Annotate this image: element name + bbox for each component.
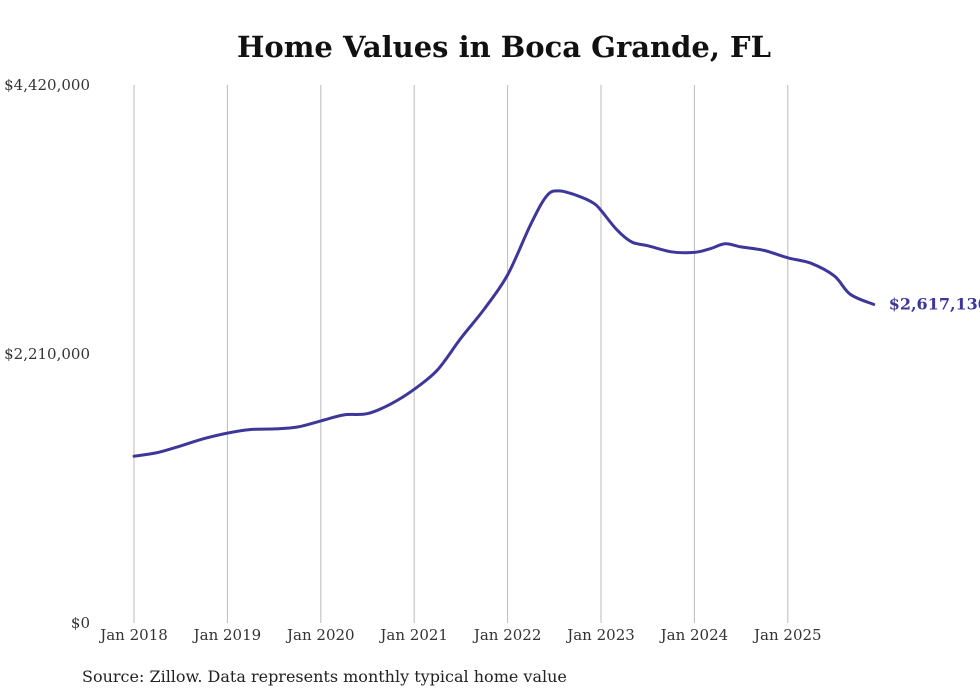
- chart-title: Home Values in Boca Grande, FL: [237, 30, 771, 64]
- x-tick-label: Jan 2025: [752, 626, 822, 644]
- x-tick-label: Jan 2020: [285, 626, 355, 644]
- gridlines: [133, 85, 789, 623]
- x-tick-label: Jan 2022: [472, 626, 542, 644]
- x-tick-label: Jan 2024: [659, 626, 729, 644]
- x-tick-label: Jan 2018: [98, 626, 168, 644]
- x-tick-label: Jan 2023: [565, 626, 635, 644]
- series-line-home-value: [132, 189, 876, 458]
- source-note: Source: Zillow. Data represents monthly …: [82, 667, 567, 686]
- x-axis-ticks: Jan 2018 Jan 2019 Jan 2020 Jan 2021 Jan 2022…: [98, 626, 821, 644]
- y-axis-ticks: $4,420,000 $2,210,000 $0: [4, 76, 90, 632]
- y-tick-label: $2,210,000: [4, 345, 90, 363]
- series-layer: [132, 189, 876, 458]
- end-label-layer: $2,617,130: [889, 294, 980, 313]
- x-tick-label: Jan 2019: [192, 626, 262, 644]
- x-tick-label: Jan 2021: [378, 626, 448, 644]
- y-tick-label: $4,420,000: [4, 76, 90, 94]
- end-value-label: $2,617,130: [889, 294, 980, 313]
- y-tick-label: $0: [71, 614, 90, 632]
- chart-plot: $4,420,000$2,210,000$0 Jan 2018 Jan 2019 J…: [4, 76, 980, 644]
